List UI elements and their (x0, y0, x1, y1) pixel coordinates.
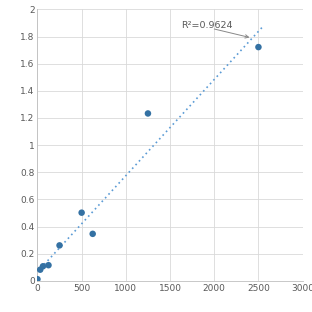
Point (41, 264, 46, 269)
Point (145, 111, 150, 116)
Point (79, 210, 84, 215)
Text: R²=0.9624: R²=0.9624 (182, 21, 233, 30)
Point (57, 243, 62, 248)
Point (38, 267, 43, 272)
Point (35, 277, 40, 282)
Point (46, 263, 51, 268)
Point (90, 231, 95, 236)
Point (256, 45, 261, 50)
